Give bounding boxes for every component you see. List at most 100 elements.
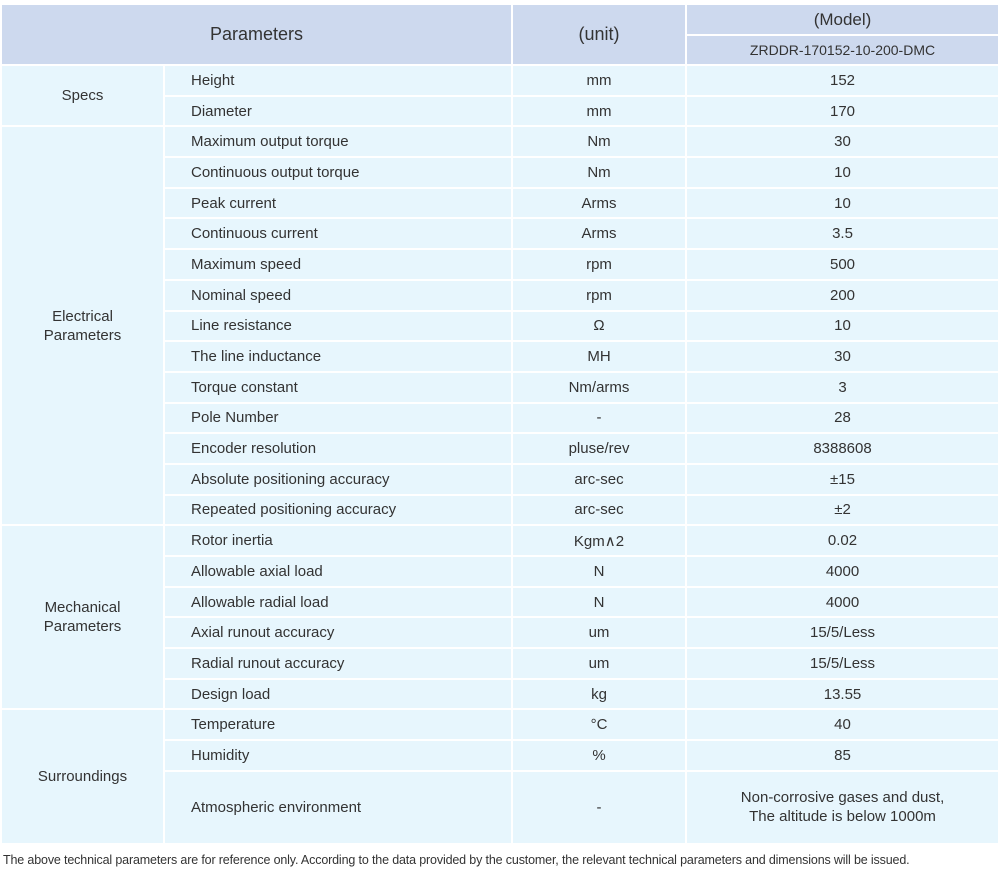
param-name: Height (162, 64, 514, 97)
table-row: Continuous output torque Nm 10 (1, 156, 998, 189)
param-value: 8388608 (685, 432, 998, 465)
param-name: Allowable radial load (162, 585, 514, 619)
param-value: ±2 (685, 493, 998, 527)
param-name: Radial runout accuracy (162, 647, 514, 680)
param-name: Maximum speed (162, 248, 514, 281)
param-name: Torque constant (162, 370, 514, 404)
param-name: The line inductance (162, 340, 514, 373)
param-unit: um (511, 616, 688, 650)
param-name: Line resistance (162, 309, 514, 343)
param-value: 15/5/Less (685, 616, 998, 650)
param-name: Atmospheric environment (162, 769, 514, 845)
table-row: Absolute positioning accuracy arc-sec ±15 (1, 462, 998, 496)
param-unit: °C (511, 708, 688, 742)
header-model-name: ZRDDR-170152-10-200-DMC (685, 34, 998, 66)
table-row: Electrical Parameters Maximum output torq… (0, 125, 998, 527)
parameters-table: Parameters (unit) (Model) ZRDDR-170152-1… (0, 3, 998, 845)
param-unit: Arms (511, 217, 688, 251)
footnote: The above technical parameters are for r… (3, 853, 910, 867)
param-name: Peak current (162, 186, 514, 220)
param-unit: rpm (511, 248, 688, 281)
param-unit: kg (511, 677, 688, 711)
param-unit: - (511, 769, 688, 845)
param-value: 3 (685, 370, 998, 404)
table-row: Surroundings Temperature °C 40 (0, 708, 998, 845)
table-row: Repeated positioning accuracy arc-sec ±2 (1, 493, 998, 527)
param-unit: Arms (511, 186, 688, 220)
table-row: Atmospheric environment - Non-corrosive ga… (1, 769, 998, 845)
param-name: Absolute positioning accuracy (162, 462, 514, 496)
param-value: 3.5 (685, 217, 998, 251)
table-row: Design load kg 13.55 (1, 677, 998, 711)
param-name: Maximum output torque (162, 125, 514, 159)
param-value: 28 (685, 401, 998, 435)
table-row: Line resistance Ω 10 (1, 309, 998, 343)
param-name: Temperature (162, 708, 514, 742)
param-value: 10 (685, 186, 998, 220)
param-name: Pole Number (162, 401, 514, 435)
param-unit: mm (511, 64, 688, 97)
param-value: ±15 (685, 462, 998, 496)
param-value: 15/5/Less (685, 647, 998, 680)
param-name: Humidity (162, 739, 514, 772)
param-unit: MH (511, 340, 688, 373)
table-row: Torque constant Nm/arms 3 (1, 370, 998, 404)
param-value: 85 (685, 739, 998, 772)
table-row: Continuous current Arms 3.5 (1, 217, 998, 251)
group-label: Mechanical Parameters (0, 524, 165, 711)
param-value: 170 (685, 94, 998, 128)
param-name: Encoder resolution (162, 432, 514, 465)
group-label: Electrical Parameters (0, 125, 165, 527)
param-name: Diameter (162, 94, 514, 128)
param-value: 10 (685, 309, 998, 343)
param-name: Continuous current (162, 217, 514, 251)
param-unit: N (511, 555, 688, 588)
table-row: The line inductance MH 30 (1, 340, 998, 373)
table-row: Specs Height mm 152 (0, 63, 998, 128)
param-unit: N (511, 585, 688, 619)
param-value: 30 (685, 340, 998, 373)
param-value: 10 (685, 156, 998, 189)
table-row: Encoder resolution pluse/rev 8388608 (1, 432, 998, 465)
param-unit: um (511, 647, 688, 680)
param-name: Nominal speed (162, 278, 514, 312)
table-row: Axial runout accuracy um 15/5/Less (1, 616, 998, 650)
group-label: Specs (0, 63, 165, 128)
param-value: 30 (685, 125, 998, 159)
param-value: Non-corrosive gases and dust, The altitu… (685, 769, 998, 845)
table-row: Allowable radial load N 4000 (1, 585, 998, 619)
param-unit: - (511, 401, 688, 435)
table-row: Diameter mm 170 (1, 94, 998, 128)
table-row: Pole Number -28 (1, 401, 998, 435)
param-name: Design load (162, 677, 514, 711)
param-value: 200 (685, 278, 998, 312)
param-unit: arc-sec (511, 493, 688, 527)
param-value: 40 (685, 708, 998, 742)
param-unit: % (511, 739, 688, 772)
param-value: 4000 (685, 555, 998, 588)
param-unit: arc-sec (511, 462, 688, 496)
table-row: Humidity% 85 (1, 739, 998, 772)
header-model-label: (Model) (685, 3, 998, 36)
table-row: Radial runout accuracy um 15/5/Less (1, 647, 998, 680)
header-parameters: Parameters (0, 3, 514, 66)
table-row: Nominal speed rpm 200 (1, 278, 998, 312)
param-value: 152 (685, 64, 998, 97)
param-value: 0.02 (685, 524, 998, 557)
table-row: Allowable axial load N 4000 (1, 555, 998, 588)
param-unit: Kgm∧2 (511, 524, 688, 557)
param-name: Continuous output torque (162, 156, 514, 189)
param-unit: Nm (511, 156, 688, 189)
param-name: Rotor inertia (162, 524, 514, 557)
param-unit: pluse/rev (511, 432, 688, 465)
table-row: Maximum speed rpm 500 (1, 248, 998, 281)
table-row: Peak current Arms 10 (1, 186, 998, 220)
param-name: Repeated positioning accuracy (162, 493, 514, 527)
param-name: Allowable axial load (162, 555, 514, 588)
param-unit: Ω (511, 309, 688, 343)
param-unit: Nm/arms (511, 370, 688, 404)
param-name: Axial runout accuracy (162, 616, 514, 650)
param-value: 4000 (685, 585, 998, 619)
group-label: Surroundings (0, 708, 165, 845)
param-value: 13.55 (685, 677, 998, 711)
